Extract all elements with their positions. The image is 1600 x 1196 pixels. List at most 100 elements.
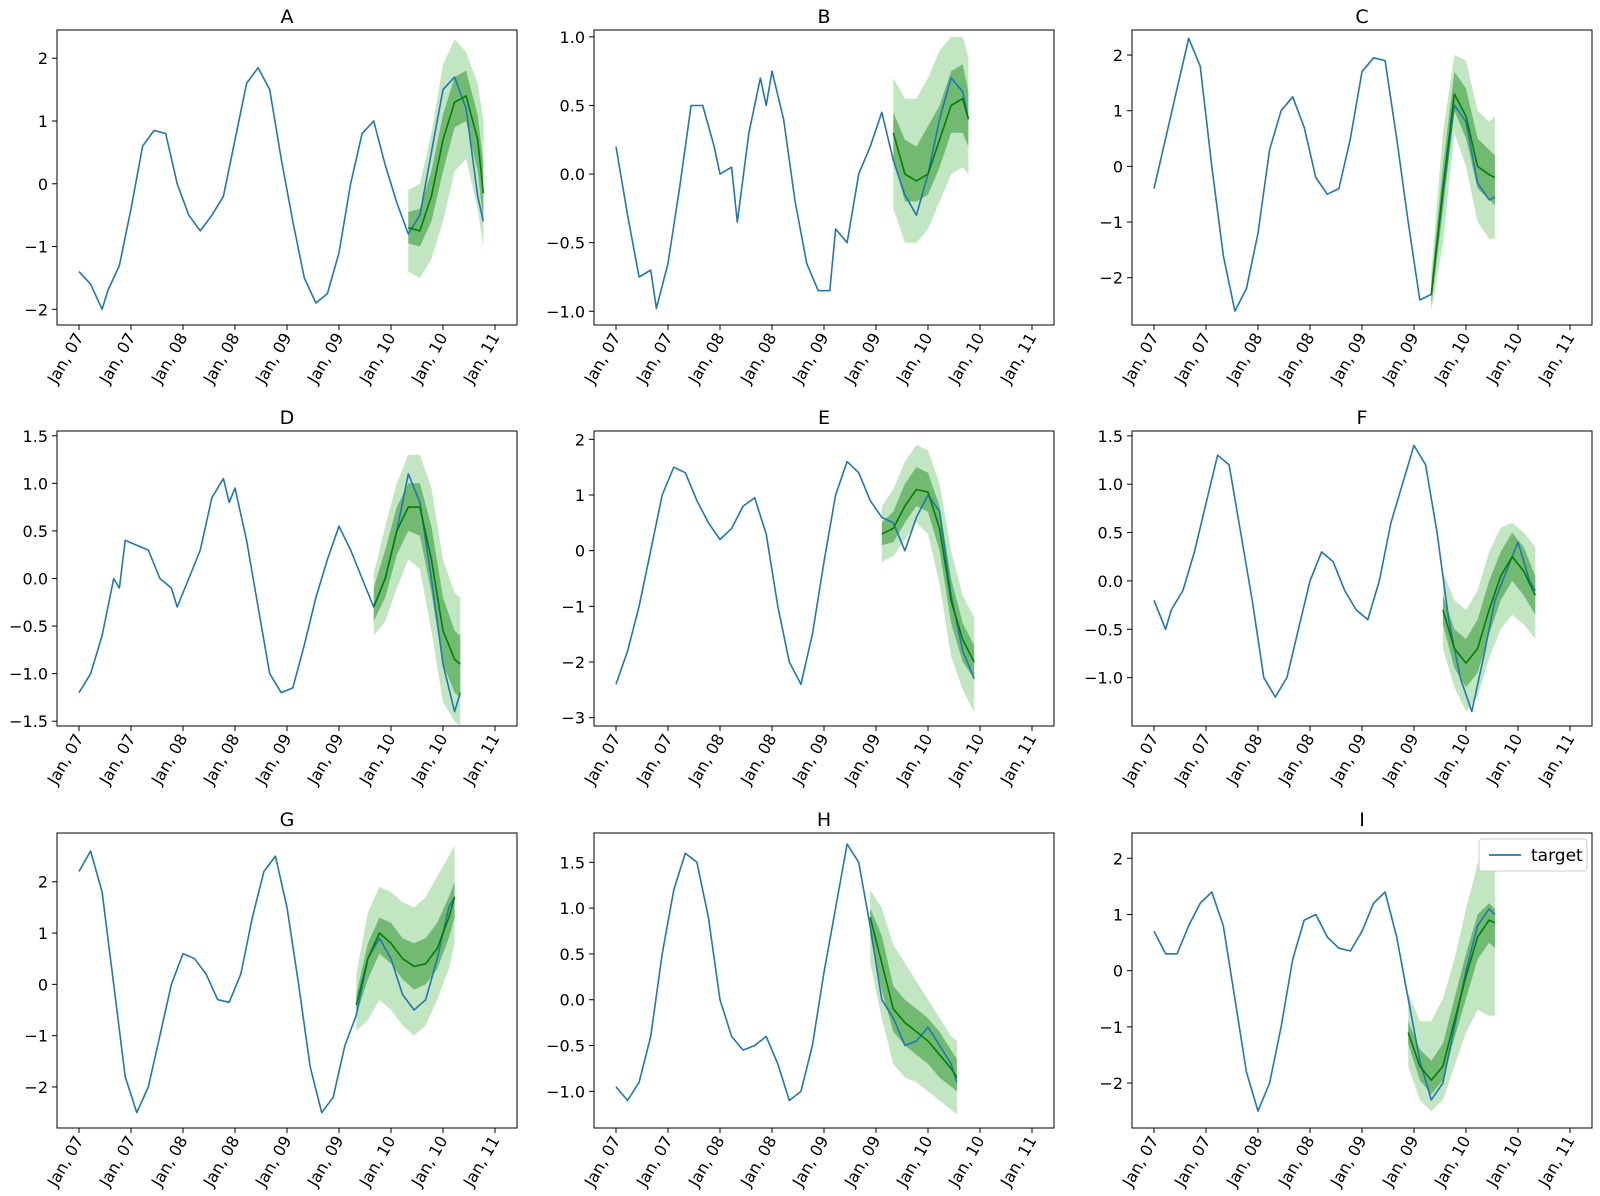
x-tick-label-b: Jan, 08 bbox=[736, 330, 781, 388]
y-tick-label-g: 0 bbox=[38, 975, 48, 994]
panel-title-e: E bbox=[818, 407, 830, 429]
x-tick-label-b: Jan, 07 bbox=[632, 330, 677, 388]
x-tick-label-g: Jan, 10 bbox=[407, 1133, 452, 1191]
x-tick-label-d: Jan, 11 bbox=[459, 731, 504, 789]
x-tick-label-c: Jan, 09 bbox=[1326, 330, 1371, 388]
y-tick-label-c: −1 bbox=[1099, 213, 1123, 232]
panel-title-c: C bbox=[1355, 6, 1368, 28]
forecast-inner-band-g bbox=[356, 881, 455, 1016]
y-tick-label-f: −0.5 bbox=[1084, 620, 1123, 639]
y-tick-label-h: 0.5 bbox=[560, 945, 585, 964]
x-tick-label-b: Jan, 10 bbox=[892, 330, 937, 388]
legend-target-label: target bbox=[1531, 846, 1583, 866]
x-tick-label-h: Jan, 10 bbox=[944, 1133, 989, 1191]
x-tick-label-c: Jan, 09 bbox=[1378, 330, 1423, 388]
panel-title-g: G bbox=[280, 809, 295, 831]
x-tick-label-a: Jan, 07 bbox=[95, 330, 140, 388]
x-tick-label-f: Jan, 07 bbox=[1170, 731, 1215, 789]
x-tick-label-h: Jan, 10 bbox=[892, 1133, 937, 1191]
forecast-outer-band-i bbox=[1408, 841, 1495, 1112]
target-line-h bbox=[615, 843, 958, 1102]
y-tick-label-d: 0.0 bbox=[23, 570, 48, 589]
forecast-median-line-f bbox=[1442, 555, 1537, 664]
forecast-inner-band-e bbox=[881, 467, 975, 679]
x-tick-label-a: Jan, 08 bbox=[147, 330, 192, 388]
y-tick-label-e: 1 bbox=[575, 486, 585, 505]
y-tick-label-a: 2 bbox=[38, 49, 48, 68]
x-tick-label-h: Jan, 09 bbox=[788, 1133, 833, 1191]
x-tick-label-d: Jan, 09 bbox=[303, 731, 348, 789]
x-tick-label-c: Jan, 07 bbox=[1170, 330, 1215, 388]
x-tick-label-f: Jan, 11 bbox=[1534, 731, 1579, 789]
y-tick-label-d: −1.0 bbox=[9, 665, 48, 684]
y-tick-label-b: 0.0 bbox=[560, 165, 585, 184]
x-tick-label-c: Jan, 11 bbox=[1534, 330, 1579, 388]
x-tick-label-f: Jan, 07 bbox=[1118, 731, 1163, 789]
panel-title-a: A bbox=[281, 6, 294, 28]
x-tick-label-b: Jan, 07 bbox=[580, 330, 625, 388]
y-tick-label-a: −1 bbox=[24, 238, 48, 257]
y-tick-label-f: −1.0 bbox=[1084, 669, 1123, 688]
forecast-median-line-c bbox=[1430, 93, 1496, 295]
panel-title-h: H bbox=[817, 809, 831, 831]
y-tick-label-i: −2 bbox=[1099, 1074, 1123, 1093]
x-tick-label-c: Jan, 10 bbox=[1482, 330, 1527, 388]
y-tick-label-c: 1 bbox=[1113, 102, 1123, 121]
x-tick-label-g: Jan, 07 bbox=[95, 1133, 140, 1191]
x-tick-label-d: Jan, 10 bbox=[355, 731, 400, 789]
x-tick-label-e: Jan, 09 bbox=[840, 731, 885, 789]
x-tick-label-a: Jan, 10 bbox=[355, 330, 400, 388]
panel-title-b: B bbox=[817, 6, 830, 28]
y-tick-label-e: −3 bbox=[561, 709, 585, 728]
x-tick-label-h: Jan, 07 bbox=[632, 1133, 677, 1191]
target-line-f bbox=[1153, 444, 1536, 713]
plot-frame-i bbox=[1131, 832, 1593, 1129]
x-tick-label-c: Jan, 08 bbox=[1274, 330, 1319, 388]
legend-box bbox=[1478, 838, 1588, 872]
forecast-inner-band-c bbox=[1431, 71, 1495, 306]
forecast-inner-band-b bbox=[893, 64, 969, 202]
y-tick-label-h: 1.0 bbox=[560, 899, 585, 918]
x-tick-label-c: Jan, 08 bbox=[1222, 330, 1267, 388]
x-tick-label-i: Jan, 09 bbox=[1378, 1133, 1423, 1191]
x-tick-label-c: Jan, 10 bbox=[1430, 330, 1475, 388]
y-tick-label-c: 0 bbox=[1113, 157, 1123, 176]
x-tick-label-e: Jan, 10 bbox=[892, 731, 937, 789]
y-tick-label-h: 1.5 bbox=[560, 853, 585, 872]
x-tick-label-e: Jan, 07 bbox=[580, 731, 625, 789]
forecast-median-line-i bbox=[1407, 919, 1496, 1081]
x-tick-label-e: Jan, 11 bbox=[996, 731, 1041, 789]
x-tick-label-a: Jan, 08 bbox=[199, 330, 244, 388]
x-tick-label-h: Jan, 09 bbox=[840, 1133, 885, 1191]
x-tick-label-g: Jan, 08 bbox=[147, 1133, 192, 1191]
forecast-median-line-a bbox=[408, 95, 485, 232]
y-tick-label-g: 1 bbox=[38, 924, 48, 943]
x-tick-label-f: Jan, 08 bbox=[1222, 731, 1267, 789]
forecast-inner-band-a bbox=[408, 70, 484, 247]
x-tick-label-e: Jan, 10 bbox=[944, 731, 989, 789]
y-tick-label-g: −2 bbox=[24, 1078, 48, 1097]
y-tick-label-f: 1.5 bbox=[1098, 427, 1123, 446]
x-tick-label-d: Jan, 09 bbox=[251, 731, 296, 789]
y-tick-label-d: 1.0 bbox=[23, 474, 48, 493]
x-tick-label-h: Jan, 08 bbox=[684, 1133, 729, 1191]
y-tick-label-f: 0.0 bbox=[1098, 572, 1123, 591]
x-tick-label-d: Jan, 08 bbox=[147, 731, 192, 789]
panel-title-d: D bbox=[280, 407, 295, 429]
x-tick-label-f: Jan, 10 bbox=[1482, 731, 1527, 789]
x-tick-label-f: Jan, 10 bbox=[1430, 731, 1475, 789]
x-tick-label-d: Jan, 08 bbox=[199, 731, 244, 789]
forecast-median-line-b bbox=[892, 97, 970, 182]
x-tick-label-i: Jan, 07 bbox=[1118, 1133, 1163, 1191]
panel-title-i: I bbox=[1359, 809, 1365, 831]
y-tick-label-d: −0.5 bbox=[9, 617, 48, 636]
x-tick-label-e: Jan, 09 bbox=[788, 731, 833, 789]
y-tick-label-e: 0 bbox=[575, 542, 585, 561]
